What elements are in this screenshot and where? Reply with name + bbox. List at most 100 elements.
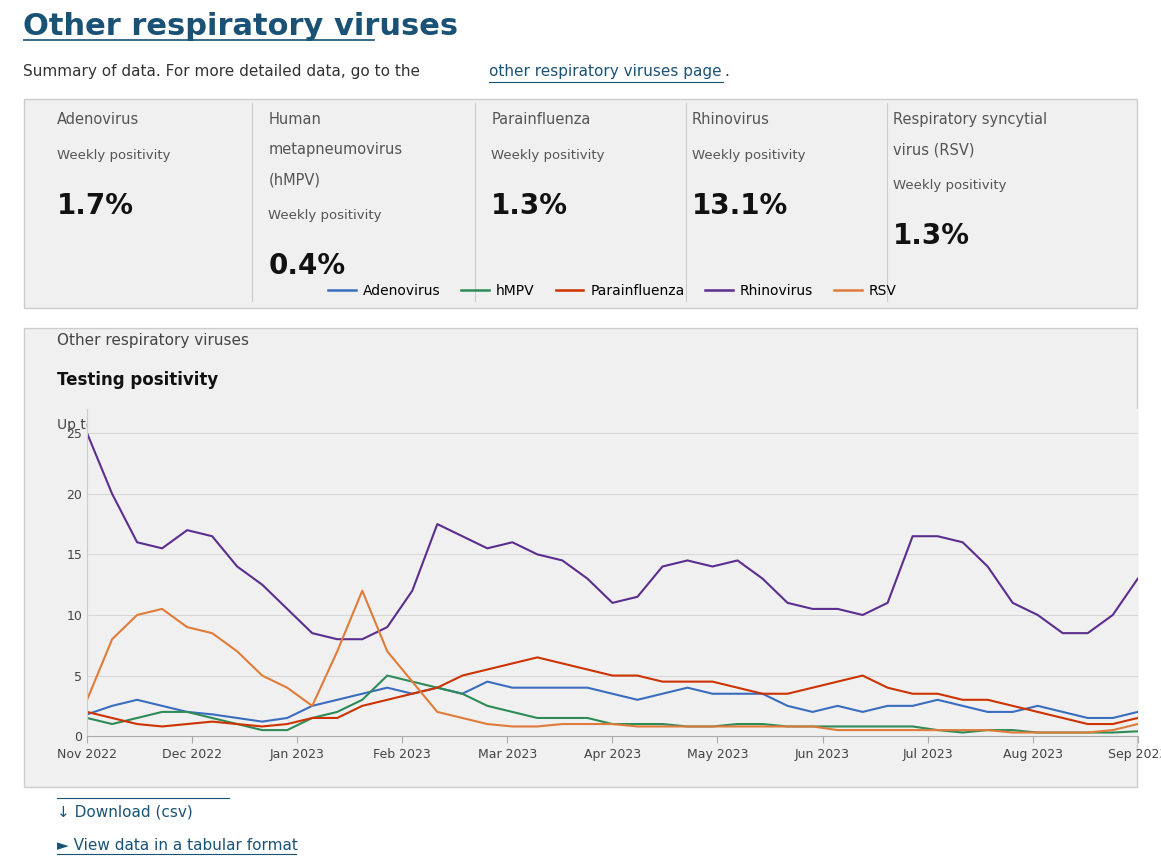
Parainfluenza xyxy=(881,683,895,693)
Parainfluenza xyxy=(205,716,219,727)
Parainfluenza xyxy=(130,719,144,729)
Text: (hMPV): (hMPV) xyxy=(268,172,320,187)
RSV xyxy=(405,677,419,687)
RSV xyxy=(780,722,794,732)
Rhinovirus xyxy=(205,531,219,542)
Line: hMPV: hMPV xyxy=(87,676,1138,733)
Rhinovirus xyxy=(405,585,419,596)
hMPV xyxy=(355,695,369,705)
Rhinovirus xyxy=(931,531,945,542)
Adenovirus xyxy=(1055,707,1069,717)
hMPV xyxy=(780,722,794,732)
RSV xyxy=(106,634,120,644)
hMPV xyxy=(706,722,720,732)
Parainfluenza xyxy=(1131,713,1145,723)
RSV xyxy=(230,646,244,656)
RSV xyxy=(1055,728,1069,738)
RSV xyxy=(555,719,569,729)
Rhinovirus xyxy=(606,598,620,608)
Text: 1.3%: 1.3% xyxy=(491,192,569,220)
Adenovirus xyxy=(156,701,170,711)
Text: virus (RSV): virus (RSV) xyxy=(893,142,974,157)
Adenovirus xyxy=(205,709,219,720)
Rhinovirus xyxy=(630,592,644,602)
RSV xyxy=(305,701,319,711)
Parainfluenza xyxy=(756,689,770,699)
Line: RSV: RSV xyxy=(87,591,1138,733)
Parainfluenza xyxy=(580,665,594,675)
RSV xyxy=(1081,728,1095,738)
hMPV xyxy=(856,722,870,732)
RSV xyxy=(1131,719,1145,729)
RSV xyxy=(730,722,744,732)
Rhinovirus xyxy=(505,537,519,548)
Text: Weekly positivity: Weekly positivity xyxy=(893,179,1007,192)
Rhinovirus xyxy=(881,598,895,608)
hMPV xyxy=(130,713,144,723)
RSV xyxy=(830,725,844,735)
Parainfluenza xyxy=(630,671,644,681)
hMPV xyxy=(580,713,594,723)
Rhinovirus xyxy=(180,525,194,536)
Rhinovirus xyxy=(1131,573,1145,584)
Adenovirus xyxy=(555,683,569,693)
Rhinovirus xyxy=(830,604,844,614)
RSV xyxy=(906,725,920,735)
Adenovirus xyxy=(330,695,344,705)
Line: Rhinovirus: Rhinovirus xyxy=(87,433,1138,639)
Parainfluenza xyxy=(381,695,395,705)
Adenovirus xyxy=(80,709,94,720)
Parainfluenza xyxy=(330,713,344,723)
Text: metapneumovirus: metapneumovirus xyxy=(268,142,403,157)
Adenovirus xyxy=(1005,707,1019,717)
Parainfluenza xyxy=(180,719,194,729)
hMPV xyxy=(806,722,820,732)
hMPV xyxy=(330,707,344,717)
Rhinovirus xyxy=(956,537,969,548)
Adenovirus xyxy=(981,707,995,717)
Parainfluenza xyxy=(1005,701,1019,711)
Text: ► View data in a tabular format: ► View data in a tabular format xyxy=(57,838,297,853)
Text: other respiratory viruses page: other respiratory viruses page xyxy=(489,65,722,79)
Adenovirus xyxy=(806,707,820,717)
Rhinovirus xyxy=(531,549,545,560)
RSV xyxy=(756,722,770,732)
Adenovirus xyxy=(830,701,844,711)
RSV xyxy=(505,722,519,732)
Adenovirus xyxy=(580,683,594,693)
Parainfluenza xyxy=(255,722,269,732)
Adenovirus xyxy=(455,689,469,699)
Text: 13.1%: 13.1% xyxy=(692,192,788,220)
Rhinovirus xyxy=(756,573,770,584)
RSV xyxy=(956,725,969,735)
RSV xyxy=(881,725,895,735)
Parainfluenza xyxy=(156,722,170,732)
Adenovirus xyxy=(1031,701,1045,711)
Parainfluenza xyxy=(730,683,744,693)
Rhinovirus xyxy=(906,531,920,542)
Rhinovirus xyxy=(981,561,995,572)
Parainfluenza xyxy=(931,689,945,699)
Text: Parainfluenza: Parainfluenza xyxy=(491,112,591,127)
Rhinovirus xyxy=(305,628,319,638)
Text: Weekly positivity: Weekly positivity xyxy=(692,149,806,162)
Text: 1.3%: 1.3% xyxy=(893,221,969,250)
Text: Adenovirus: Adenovirus xyxy=(57,112,139,127)
Text: Other respiratory viruses: Other respiratory viruses xyxy=(23,13,459,41)
Rhinovirus xyxy=(106,489,120,499)
Parainfluenza xyxy=(981,695,995,705)
Adenovirus xyxy=(956,701,969,711)
hMPV xyxy=(405,677,419,687)
FancyBboxPatch shape xyxy=(24,99,1137,308)
Rhinovirus xyxy=(580,573,594,584)
RSV xyxy=(481,719,495,729)
Parainfluenza xyxy=(906,689,920,699)
FancyBboxPatch shape xyxy=(24,328,1137,787)
Adenovirus xyxy=(305,701,319,711)
Rhinovirus xyxy=(80,428,94,438)
RSV xyxy=(80,695,94,705)
Rhinovirus xyxy=(706,561,720,572)
Parainfluenza xyxy=(80,707,94,717)
hMPV xyxy=(106,719,120,729)
Adenovirus xyxy=(230,713,244,723)
